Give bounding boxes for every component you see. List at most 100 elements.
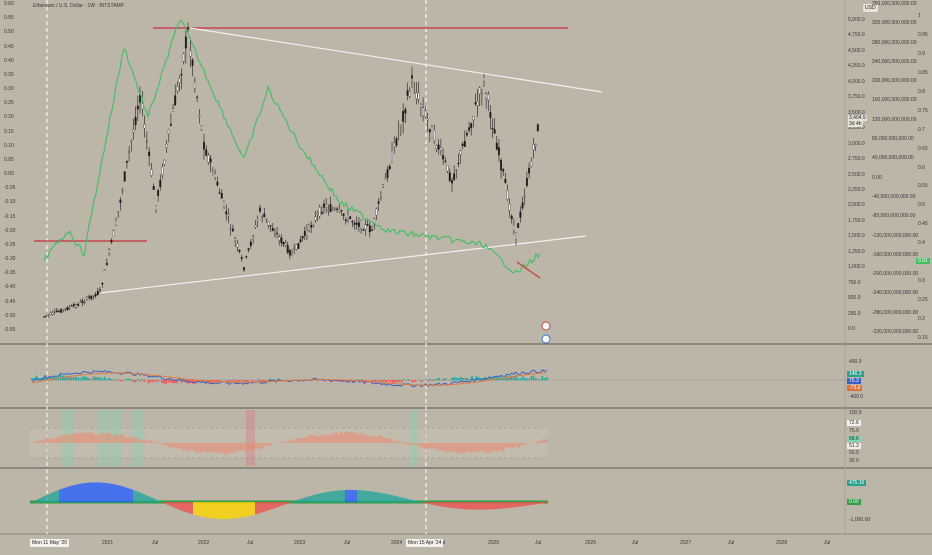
candle (442, 155, 444, 159)
rsi-badge-1: 72.6 (847, 420, 861, 426)
oscillator-bar (435, 502, 437, 505)
oscillator-bar (427, 502, 429, 504)
candle (438, 145, 440, 149)
oscillator-bar (141, 493, 143, 502)
candle (425, 111, 427, 117)
macd-bar (220, 380, 222, 381)
oscillator-bar (359, 490, 361, 502)
event-icon[interactable] (542, 322, 550, 330)
oscillator-bar (505, 502, 507, 508)
left-axis-tick: 0.45 (4, 44, 14, 50)
macd-bar (150, 380, 152, 382)
volume-axis-tick: 200,000,000,000.00 (872, 78, 917, 84)
oscillator-bar (455, 502, 457, 509)
macd-bar (427, 380, 429, 382)
oscillator-bar (293, 501, 295, 502)
oscillator-bar (473, 502, 475, 510)
oscillator-bar (493, 502, 495, 509)
candle (261, 216, 263, 217)
oscillator-bar (33, 501, 35, 502)
oscillator-bar (383, 493, 385, 502)
macd-bar (82, 376, 84, 380)
oscillator-bar (39, 498, 41, 502)
oscillator-bar (475, 502, 477, 510)
time-axis[interactable]: 2021Jul2022Jul2023Jul2024Jul2025Jul2026J… (0, 536, 932, 550)
candle (349, 217, 351, 219)
macd-bar (513, 377, 515, 380)
candle (367, 224, 369, 225)
candle (537, 125, 539, 131)
candle (330, 204, 332, 211)
oscillator-bar (119, 486, 121, 503)
oscillator-bar (515, 502, 517, 507)
candle (58, 311, 60, 312)
left-axis-tick: 0.35 (4, 72, 14, 78)
volume-axis-tick: -160,000,000,000.00 (872, 252, 918, 258)
price-axis-tick: 4,750.0 (848, 32, 865, 38)
oscillator-bar (99, 482, 101, 502)
oscillator-bar (531, 502, 533, 505)
left-axis-tick: -0.40 (4, 284, 15, 290)
oscillator-bar (197, 502, 199, 516)
price-axis-tick: 4,250.0 (848, 63, 865, 69)
oscillator-bar (313, 495, 315, 502)
volume-axis-tick: 240,000,000,000.00 (872, 59, 917, 65)
price-axis-tick: 2,000.0 (848, 202, 865, 208)
rsi-badge-2: 69.6 (847, 436, 861, 442)
candle (151, 169, 153, 175)
oscillator-bar (85, 483, 87, 502)
macd-bar (429, 379, 431, 380)
oscillator-bar (237, 502, 239, 518)
oscillator-bar (223, 502, 225, 519)
macd-bar (126, 379, 128, 381)
oscillator-bar (257, 502, 259, 514)
oscillator-bar (309, 496, 311, 502)
ratio-axis-tick: 1 (918, 13, 921, 19)
macd-bar (104, 377, 106, 381)
oscillator-bar (405, 498, 407, 502)
candle (199, 116, 201, 117)
oscillator-bar (463, 502, 465, 509)
oscillator-bar (63, 488, 65, 502)
candle (396, 138, 398, 145)
candle (120, 200, 122, 203)
price-label-countdown: 3d 4h (848, 121, 863, 127)
upper-trendline[interactable] (190, 28, 602, 92)
candle (308, 224, 310, 230)
oscillator-bar (201, 502, 203, 517)
oscillator-bar (537, 502, 539, 504)
left-axis-tick: -0.35 (4, 270, 15, 276)
left-axis-tick: 0.25 (4, 100, 14, 106)
macd-bar (71, 377, 73, 380)
candle (221, 193, 223, 198)
oscillator-bar (207, 502, 209, 518)
oscillator-bar (301, 498, 303, 502)
oscillator-bar (213, 502, 215, 519)
volume-axis-tick: 280,000,000,000.00 (872, 40, 917, 46)
macd-bar (238, 380, 240, 382)
oscillator-bar (317, 494, 319, 502)
volume-axis-tick: -280,000,000,000.00 (872, 310, 918, 316)
oscillator-bar (171, 502, 173, 507)
candle (168, 129, 170, 133)
left-axis-tick: -0.50 (4, 313, 15, 319)
macd-bar (99, 377, 101, 380)
macd-bar (132, 380, 134, 382)
lower-trendline[interactable] (100, 236, 586, 293)
oscillator-bar (535, 502, 537, 504)
event-icon-2[interactable] (542, 335, 550, 343)
oscillator-bar (355, 490, 357, 502)
candle (352, 221, 354, 222)
oscillator-bar (203, 502, 205, 517)
candle (466, 133, 468, 135)
time-axis-tick: Jul (247, 540, 253, 546)
volume-axis-tick: -40,000,000,000.00 (872, 194, 915, 200)
candle (80, 302, 82, 303)
candle (343, 214, 345, 216)
macd-bar (231, 379, 233, 380)
oscillator-bar (187, 502, 189, 513)
